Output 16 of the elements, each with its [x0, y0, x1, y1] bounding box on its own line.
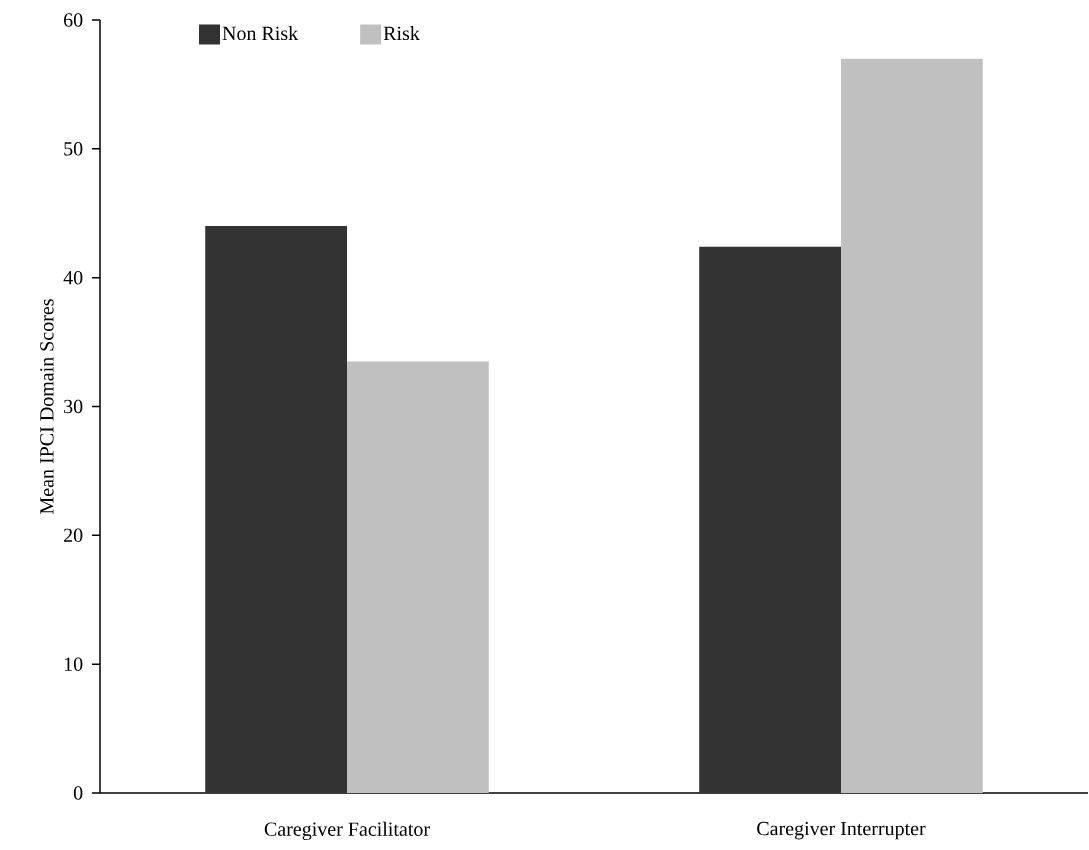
y-tick-label: 60	[64, 13, 83, 27]
y-tick-label: 50	[64, 142, 83, 156]
bar	[347, 361, 489, 793]
bar	[699, 246, 842, 793]
bar	[205, 226, 348, 793]
y-tick-label: 20	[64, 528, 83, 543]
bar	[841, 58, 983, 793]
x-tick-label: Caregiver Facilitator	[264, 821, 430, 841]
y-tick-label: 0	[73, 786, 83, 800]
legend-label: Non Risk	[222, 26, 299, 41]
x-tick-label: Caregiver Interrupter	[757, 821, 926, 840]
y-tick-label: 10	[64, 657, 83, 671]
y-tick-label: 30	[64, 399, 83, 414]
legend-label: Risk	[383, 26, 420, 41]
y-tick-label: 40	[63, 270, 83, 285]
y-axis-title: Mean IPCI Domain Scores	[40, 299, 54, 514]
